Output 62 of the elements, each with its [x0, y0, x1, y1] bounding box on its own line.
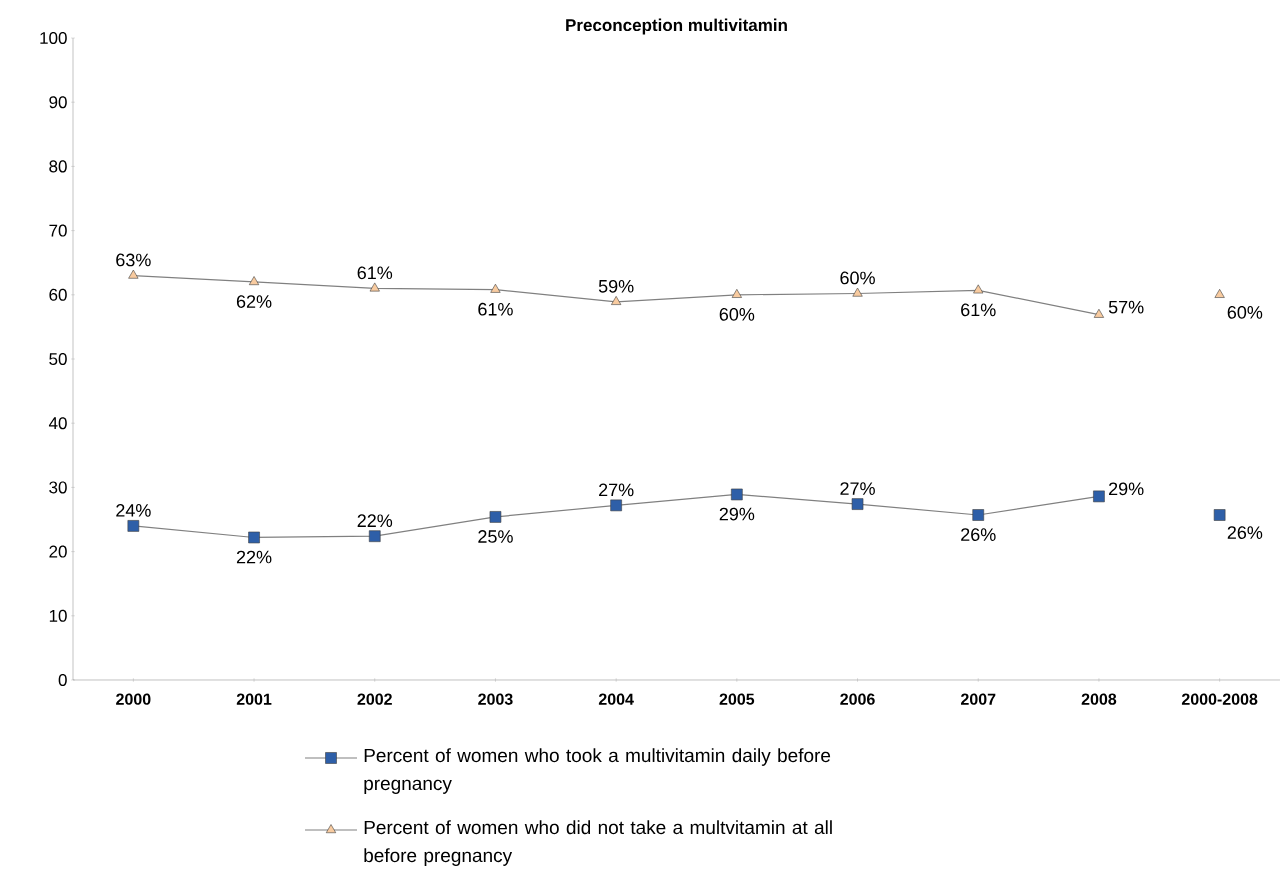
data-label: 60%: [840, 271, 875, 285]
y-tick-label: 60: [49, 288, 67, 301]
data-label: 61%: [961, 303, 996, 317]
data-label: 29%: [1109, 482, 1144, 496]
x-tick-label: 2006: [840, 693, 875, 705]
x-tick-label: 2004: [598, 693, 634, 705]
x-tick-label: 2007: [960, 693, 996, 705]
point: [611, 296, 622, 305]
y-tick-label: 70: [49, 224, 67, 237]
point: [610, 499, 622, 512]
point: [731, 488, 743, 501]
y-tick-label: 90: [49, 96, 67, 109]
point: [731, 288, 742, 298]
y-tick-label: 100: [40, 31, 67, 45]
chart-title: Preconception multivitamin: [566, 18, 787, 35]
point: [489, 511, 502, 523]
x-tick-label: 2000: [116, 693, 151, 705]
point: [851, 498, 864, 510]
x-tick-label: 2001: [236, 693, 272, 705]
point: [369, 282, 380, 292]
x-tick-label: 2003: [478, 693, 513, 705]
data-label: 25%: [478, 530, 513, 543]
point: [852, 287, 863, 297]
data-label: 24%: [116, 504, 151, 517]
legend-label: Percent of women who took a multivitamin daily before pregnancy: [364, 748, 831, 794]
y-tick-label: 10: [49, 609, 67, 622]
data-label: 29%: [719, 507, 755, 521]
y-tick-label: 20: [49, 545, 67, 558]
data-label: 57%: [1108, 300, 1144, 314]
point: [972, 509, 985, 521]
data-label: 26%: [961, 528, 996, 541]
data-label: 59%: [598, 279, 634, 293]
y-tick-label: 80: [49, 160, 67, 173]
point: [1093, 308, 1104, 318]
y-tick-label: 50: [49, 352, 67, 366]
data-label: 63%: [116, 253, 151, 267]
data-label: 62%: [236, 295, 272, 308]
point: [127, 520, 140, 532]
point: [128, 269, 139, 279]
data-label: 22%: [357, 514, 393, 527]
data-label: 27%: [840, 482, 875, 495]
data-label: 27%: [599, 483, 634, 497]
y-tick-label: 40: [48, 417, 67, 430]
data-label: 61%: [357, 266, 393, 280]
y-tick-label: 0: [58, 673, 67, 687]
point: [248, 276, 260, 286]
data-label: 60%: [1227, 305, 1263, 319]
x-tick-label: 2005: [719, 693, 755, 705]
legend-label: Percent of women who did not take a multvitamin at all before pregnancy: [364, 820, 832, 866]
x-tick-label: 2002: [357, 693, 392, 705]
point: [248, 531, 260, 544]
data-label: 60%: [719, 307, 755, 321]
data-label: 61%: [478, 302, 513, 316]
data-label: 26%: [1227, 526, 1263, 539]
point: [973, 284, 984, 294]
y-tick-label: 30: [49, 481, 67, 494]
data-label: 22%: [236, 550, 272, 564]
x-tick-label: 2008: [1081, 693, 1117, 705]
point: [490, 283, 501, 293]
point: [1093, 490, 1105, 503]
x-tick-label: 2000-2008: [1181, 693, 1258, 705]
point: [368, 530, 381, 542]
